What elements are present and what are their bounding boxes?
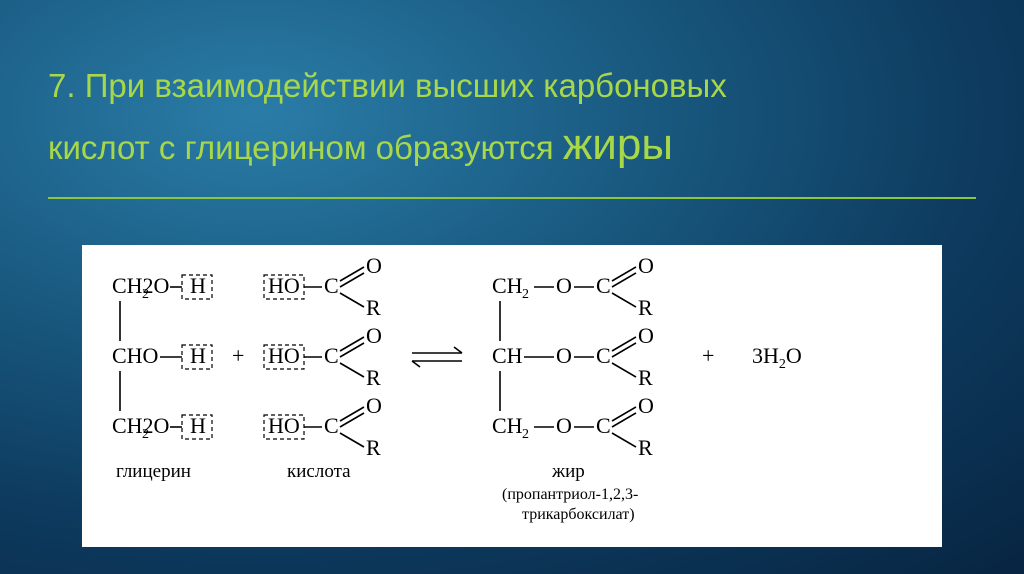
title-emphasis: жиры	[563, 120, 673, 169]
svg-text:R: R	[638, 435, 653, 460]
svg-text:O: O	[638, 323, 654, 348]
svg-text:HO: HO	[268, 273, 300, 298]
svg-text:C: C	[596, 273, 611, 298]
svg-text:O: O	[638, 253, 654, 278]
svg-text:R: R	[638, 295, 653, 320]
gly-r1: CH2O	[112, 273, 169, 298]
svg-text:C: C	[596, 343, 611, 368]
gly-r2: CHO	[112, 343, 158, 368]
svg-text:2: 2	[522, 287, 529, 302]
water-label: 3H2O	[752, 343, 802, 372]
title-line-2: кислот с глицерином образуются жиры	[48, 111, 976, 179]
acid-row-3: HO C O R	[264, 393, 382, 460]
reaction-diagram: CH2O 2 H CHO H CH2O 2 H	[82, 245, 942, 547]
svg-text:O: O	[638, 393, 654, 418]
gly-r3: CH2O	[112, 413, 169, 438]
acid-row-2: HO C O R	[264, 323, 382, 390]
svg-text:C: C	[324, 413, 339, 438]
diagram-container: CH2O 2 H CHO H CH2O 2 H	[48, 245, 976, 547]
caption-fat: жир	[551, 461, 585, 482]
svg-text:2: 2	[522, 427, 529, 442]
caption-glycerol: глицерин	[116, 461, 191, 482]
svg-text:CH: CH	[492, 413, 523, 438]
svg-text:O: O	[556, 413, 572, 438]
gly-r1-H: H	[190, 273, 206, 298]
plus-2: +	[702, 343, 714, 368]
title-line-1: 7. При взаимодействии высших карбоновых	[48, 60, 976, 111]
reaction-svg: CH2O 2 H CHO H CH2O 2 H	[82, 245, 942, 547]
title-line-2-text: кислот с глицерином образуются	[48, 129, 563, 166]
equilibrium-arrow	[412, 347, 462, 367]
svg-text:HO: HO	[268, 343, 300, 368]
caption-fat-sub1: (пропантриол-1,2,3-	[502, 486, 638, 503]
svg-text:R: R	[638, 365, 653, 390]
caption-fat-sub2: трикарбоксилат)	[522, 506, 635, 523]
title-block: 7. При взаимодействии высших карбоновых …	[48, 60, 976, 199]
gly-r3-H: H	[190, 413, 206, 438]
svg-text:R: R	[366, 365, 381, 390]
svg-text:O: O	[366, 253, 382, 278]
svg-text:C: C	[324, 273, 339, 298]
svg-text:O: O	[366, 393, 382, 418]
svg-text:HO: HO	[268, 413, 300, 438]
svg-text:O: O	[556, 273, 572, 298]
fat-row-2: CH O C O R	[492, 323, 654, 390]
svg-text:R: R	[366, 435, 381, 460]
plus-1: +	[232, 343, 244, 368]
svg-text:O: O	[556, 343, 572, 368]
fat-row-3: CH 2 O C O R	[492, 393, 654, 460]
caption-acid: кислота	[287, 461, 351, 482]
svg-text:CH: CH	[492, 343, 523, 368]
gly-r2-H: H	[190, 343, 206, 368]
svg-text:C: C	[324, 343, 339, 368]
svg-text:R: R	[366, 295, 381, 320]
gly-r1-sub: 2	[142, 287, 149, 302]
svg-text:O: O	[366, 323, 382, 348]
svg-text:CH: CH	[492, 273, 523, 298]
gly-r3-sub: 2	[142, 427, 149, 442]
acid-row-1: HO C O R	[264, 253, 382, 320]
fat-row-1: CH 2 O C O R	[492, 253, 654, 320]
svg-text:C: C	[596, 413, 611, 438]
slide: 7. При взаимодействии высших карбоновых …	[0, 0, 1024, 574]
